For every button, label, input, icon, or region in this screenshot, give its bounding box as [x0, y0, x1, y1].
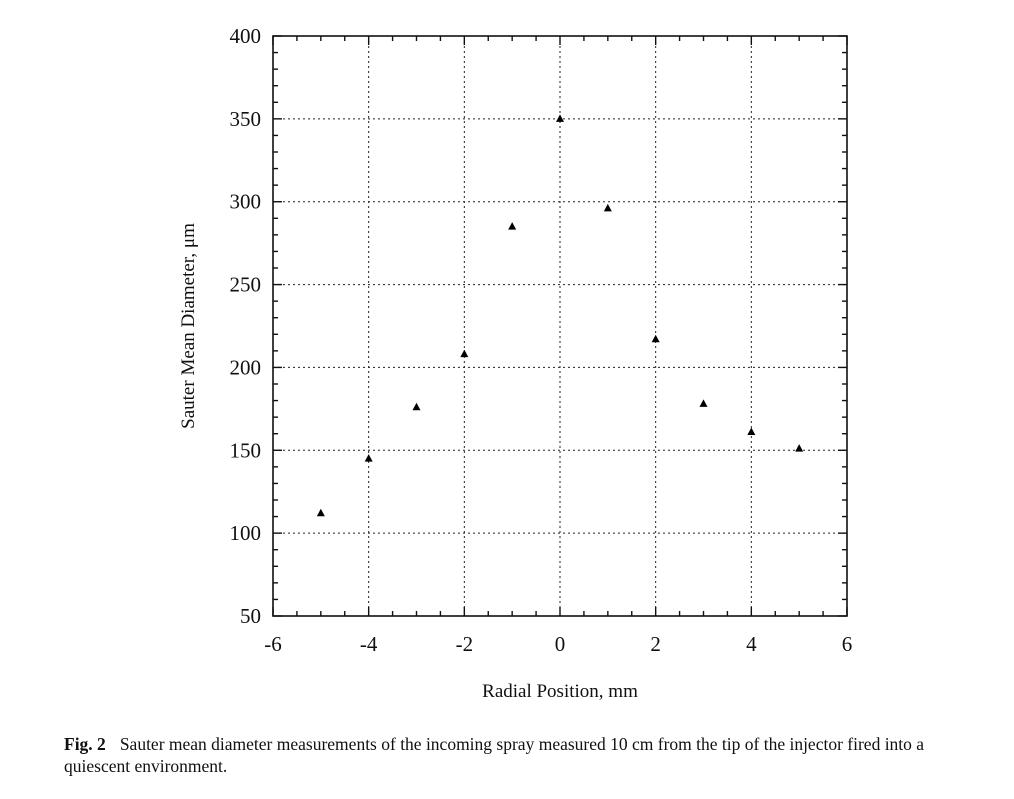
- y-tick-label: 250: [230, 273, 262, 297]
- plot-frame: [272, 35, 848, 617]
- x-axis-title: Radial Position, mm: [482, 681, 638, 702]
- figure-label: Fig. 2: [64, 734, 106, 754]
- data-point: [364, 454, 373, 462]
- x-tick-label: 2: [650, 632, 661, 656]
- x-tick-label: -2: [456, 632, 474, 656]
- data-point: [316, 508, 325, 517]
- grid: [273, 36, 847, 616]
- data-point: [603, 203, 612, 212]
- data-points: [316, 114, 804, 517]
- y-tick-label: 150: [230, 438, 262, 462]
- x-tick-label: 6: [842, 632, 853, 656]
- x-tick-label: -4: [360, 632, 378, 656]
- data-point: [699, 399, 708, 407]
- data-point: [460, 349, 469, 358]
- data-point: [412, 402, 421, 411]
- y-tick-label: 200: [230, 355, 262, 379]
- chart: -6 -4 -2 0 2 4 6 50 100 150 200 250 300 350 400 Radial…: [178, 24, 853, 702]
- data-point: [747, 427, 756, 436]
- caption-text: Sauter mean diameter measurements of the…: [64, 734, 925, 776]
- data-point: [795, 444, 804, 452]
- y-axis-title: Sauter Mean Diameter, μm: [178, 223, 199, 429]
- x-tick-label: 0: [555, 632, 566, 656]
- data-point: [556, 114, 564, 122]
- y-tick-label: 300: [230, 190, 262, 214]
- x-tick-label: 4: [746, 632, 757, 656]
- data-point: [508, 222, 517, 230]
- x-tick-label: -6: [264, 632, 282, 656]
- axis-ticks: [272, 35, 848, 617]
- y-tick-label: 350: [230, 107, 262, 131]
- y-tick-label: 400: [230, 24, 262, 48]
- data-point: [651, 334, 660, 343]
- tick-labels: -6 -4 -2 0 2 4 6 50 100 150 200 250 300 350 400: [230, 24, 853, 656]
- figure-caption: Fig. 2 Sauter mean diameter measurements …: [64, 733, 974, 777]
- y-tick-label: 100: [230, 521, 262, 545]
- y-tick-label: 50: [240, 604, 261, 628]
